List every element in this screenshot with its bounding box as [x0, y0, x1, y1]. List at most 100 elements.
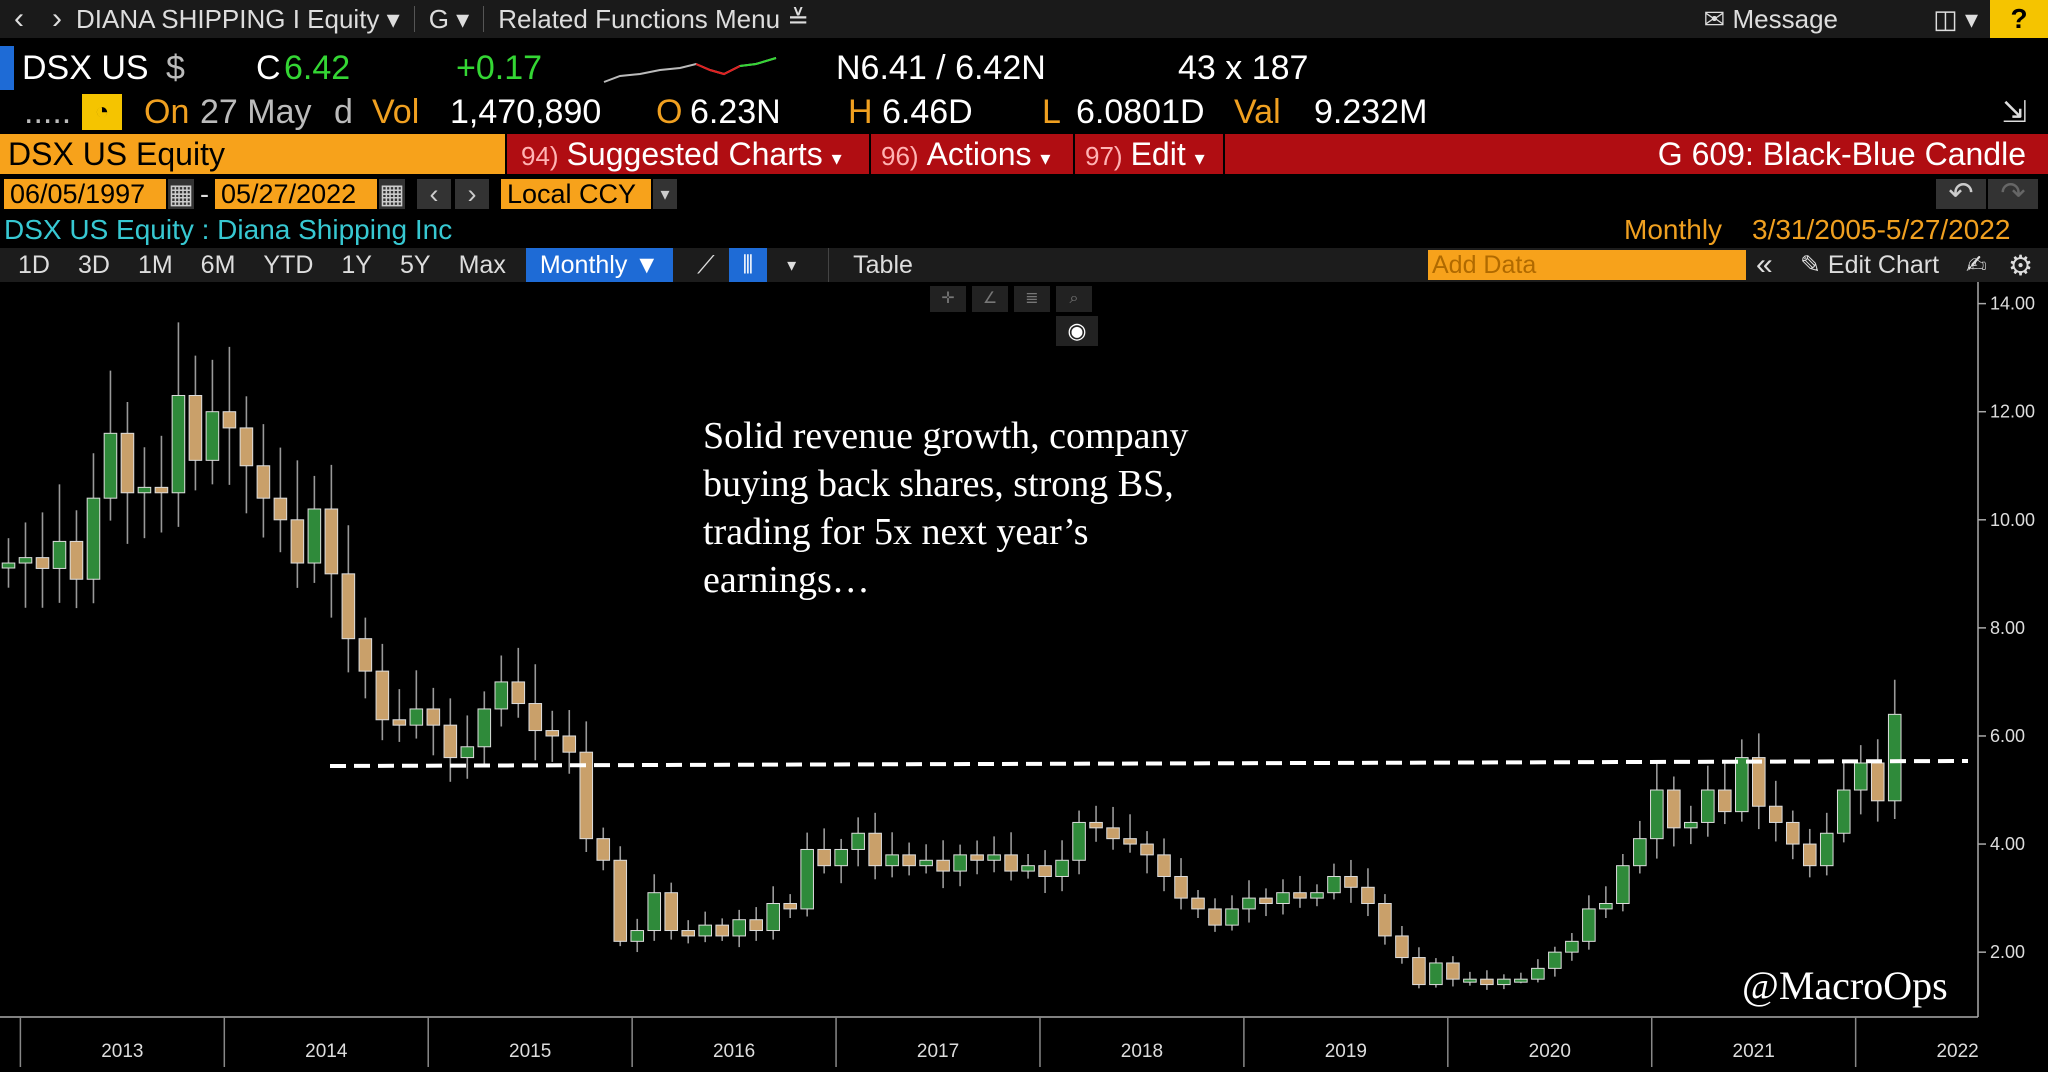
- candle-body: [1548, 951, 1562, 969]
- g-menu[interactable]: G ▾: [428, 3, 470, 34]
- expand-icon[interactable]: ⇲: [2002, 95, 2028, 129]
- currency-select[interactable]: Local CCY: [501, 179, 651, 209]
- record-icon[interactable]: ◉: [1056, 316, 1098, 346]
- suggested-charts-menu[interactable]: 94) Suggested Charts ▾: [507, 134, 869, 174]
- zoom-icon[interactable]: ⌕: [1056, 286, 1092, 312]
- end-date-field[interactable]: 05/27/2022: [215, 179, 377, 209]
- x-tick-label: 2022: [1936, 1041, 1978, 1062]
- gear-icon[interactable]: ⚙: [2008, 249, 2034, 281]
- info-line: ..... ◔ On 27 May d Vol 1,470,890 O 6.23…: [0, 90, 2048, 134]
- range-tab-1y[interactable]: 1Y: [341, 251, 372, 279]
- candle: [1853, 745, 1868, 815]
- candle-body: [1208, 908, 1222, 926]
- table-button[interactable]: Table: [828, 248, 927, 282]
- candle: [1887, 679, 1902, 819]
- range-tab-max[interactable]: Max: [458, 251, 506, 279]
- pencil-icon: ✎: [1800, 251, 1821, 279]
- range-tab-1d[interactable]: 1D: [18, 251, 50, 279]
- candle: [1089, 805, 1103, 842]
- collapse-icon[interactable]: «: [1756, 248, 1773, 281]
- candle-body: [1310, 892, 1324, 899]
- candle-body: [290, 519, 305, 564]
- range-tab-3d[interactable]: 3D: [77, 251, 110, 279]
- candle: [1072, 810, 1086, 875]
- candle-body: [970, 854, 984, 861]
- y-tick-label: 12.00: [1990, 402, 2035, 422]
- range-tab-6m[interactable]: 6M: [200, 251, 236, 279]
- period-dropdown[interactable]: Monthly ▼: [525, 248, 674, 282]
- chevron-down-icon[interactable]: ▾: [787, 255, 797, 275]
- calendar-icon[interactable]: ▦: [168, 179, 194, 209]
- candle: [851, 817, 865, 867]
- next-period-icon[interactable]: ›: [455, 179, 489, 209]
- edit-chart-button[interactable]: ✎ Edit Chart: [1800, 251, 1940, 279]
- chart-title-line: DSX US Equity : Diana Shipping Inc Month…: [0, 212, 2048, 248]
- annotation-line: Solid revenue growth, company: [703, 415, 1189, 457]
- redo-icon[interactable]: ↷: [1988, 179, 2038, 209]
- candle-body: [86, 497, 101, 580]
- candle: [52, 484, 67, 603]
- candle: [630, 918, 645, 953]
- security-selector[interactable]: DIANA SHIPPING I Equity ▾: [76, 3, 400, 34]
- annotate-icon[interactable]: ✍: [1966, 251, 1987, 279]
- price-change: +0.17: [456, 48, 543, 87]
- undo-icon[interactable]: ↶: [1936, 179, 1986, 209]
- candle-body: [1361, 886, 1375, 905]
- annotation-line: trading for 5x next year’s: [703, 511, 1089, 553]
- range-tab-1m[interactable]: 1M: [137, 251, 173, 279]
- range-tab-ytd[interactable]: YTD: [263, 251, 314, 279]
- draw-icon[interactable]: ∠: [972, 286, 1008, 312]
- forward-arrow-icon[interactable]: ›: [52, 2, 62, 35]
- actions-menu[interactable]: 96) Actions ▾: [871, 134, 1073, 174]
- candle: [1191, 889, 1205, 918]
- candle-body: [1004, 854, 1018, 872]
- range-tab-5y[interactable]: 5Y: [400, 251, 431, 279]
- message-button[interactable]: ✉ Message: [1703, 4, 1838, 34]
- start-date-field[interactable]: 06/05/1997: [4, 179, 166, 209]
- help-button[interactable]: ?: [1990, 0, 2048, 38]
- candle: [103, 370, 118, 521]
- gauge-icon[interactable]: ◔: [82, 94, 122, 130]
- candle-body: [817, 848, 831, 867]
- candle: [1208, 898, 1222, 932]
- candle-body: [1752, 757, 1766, 807]
- watermark: @MacroOps: [1742, 963, 1948, 1008]
- candle: [749, 907, 763, 941]
- chart-mini-tools: ✛ ∠ ≣ ⌕: [930, 286, 1092, 312]
- on-label: On: [144, 92, 190, 131]
- candle: [1616, 854, 1630, 912]
- candle: [834, 838, 848, 884]
- annotation-text: Solid revenue growth, company buying bac…: [703, 412, 1263, 604]
- candle: [188, 355, 203, 491]
- candle: [358, 617, 373, 699]
- candle-body: [1327, 875, 1341, 894]
- back-arrow-icon[interactable]: ‹: [14, 2, 24, 35]
- screen-menu[interactable]: ◫ ▾: [1933, 4, 1978, 34]
- candle-body: [1123, 838, 1137, 845]
- range-tabs: 1D 3D 1M 6M YTD 1Y 5Y Max: [4, 248, 520, 282]
- screen-icon: ◫: [1933, 4, 1958, 34]
- related-functions-menu[interactable]: Related Functions Menu ≚: [498, 3, 810, 34]
- candle: [290, 460, 305, 588]
- candle-body: [919, 859, 933, 867]
- prev-period-icon[interactable]: ‹: [417, 179, 451, 209]
- crosshair-icon[interactable]: ✛: [930, 286, 966, 312]
- candle-body: [1480, 978, 1494, 986]
- chevron-down-icon[interactable]: ▾: [653, 179, 677, 209]
- candle: [1514, 972, 1528, 984]
- date-separator: -: [200, 178, 209, 209]
- high-price: 6.46D: [882, 92, 973, 131]
- add-data-input[interactable]: Add Data: [1428, 250, 1746, 280]
- security-field[interactable]: DSX US Equity: [0, 134, 505, 174]
- edit-menu[interactable]: 97) Edit ▾: [1075, 134, 1223, 174]
- candle: [1004, 832, 1018, 881]
- calendar-icon[interactable]: ▦: [379, 179, 405, 209]
- candle: [1446, 956, 1460, 987]
- candle-chart-icon[interactable]: ⫴: [728, 248, 768, 282]
- candle-body: [664, 892, 679, 932]
- candle: [375, 643, 390, 741]
- candle: [1038, 850, 1052, 894]
- notes-icon[interactable]: ≣: [1014, 286, 1050, 312]
- line-chart-icon[interactable]: ⟋: [697, 251, 715, 279]
- candle-body: [1344, 875, 1358, 888]
